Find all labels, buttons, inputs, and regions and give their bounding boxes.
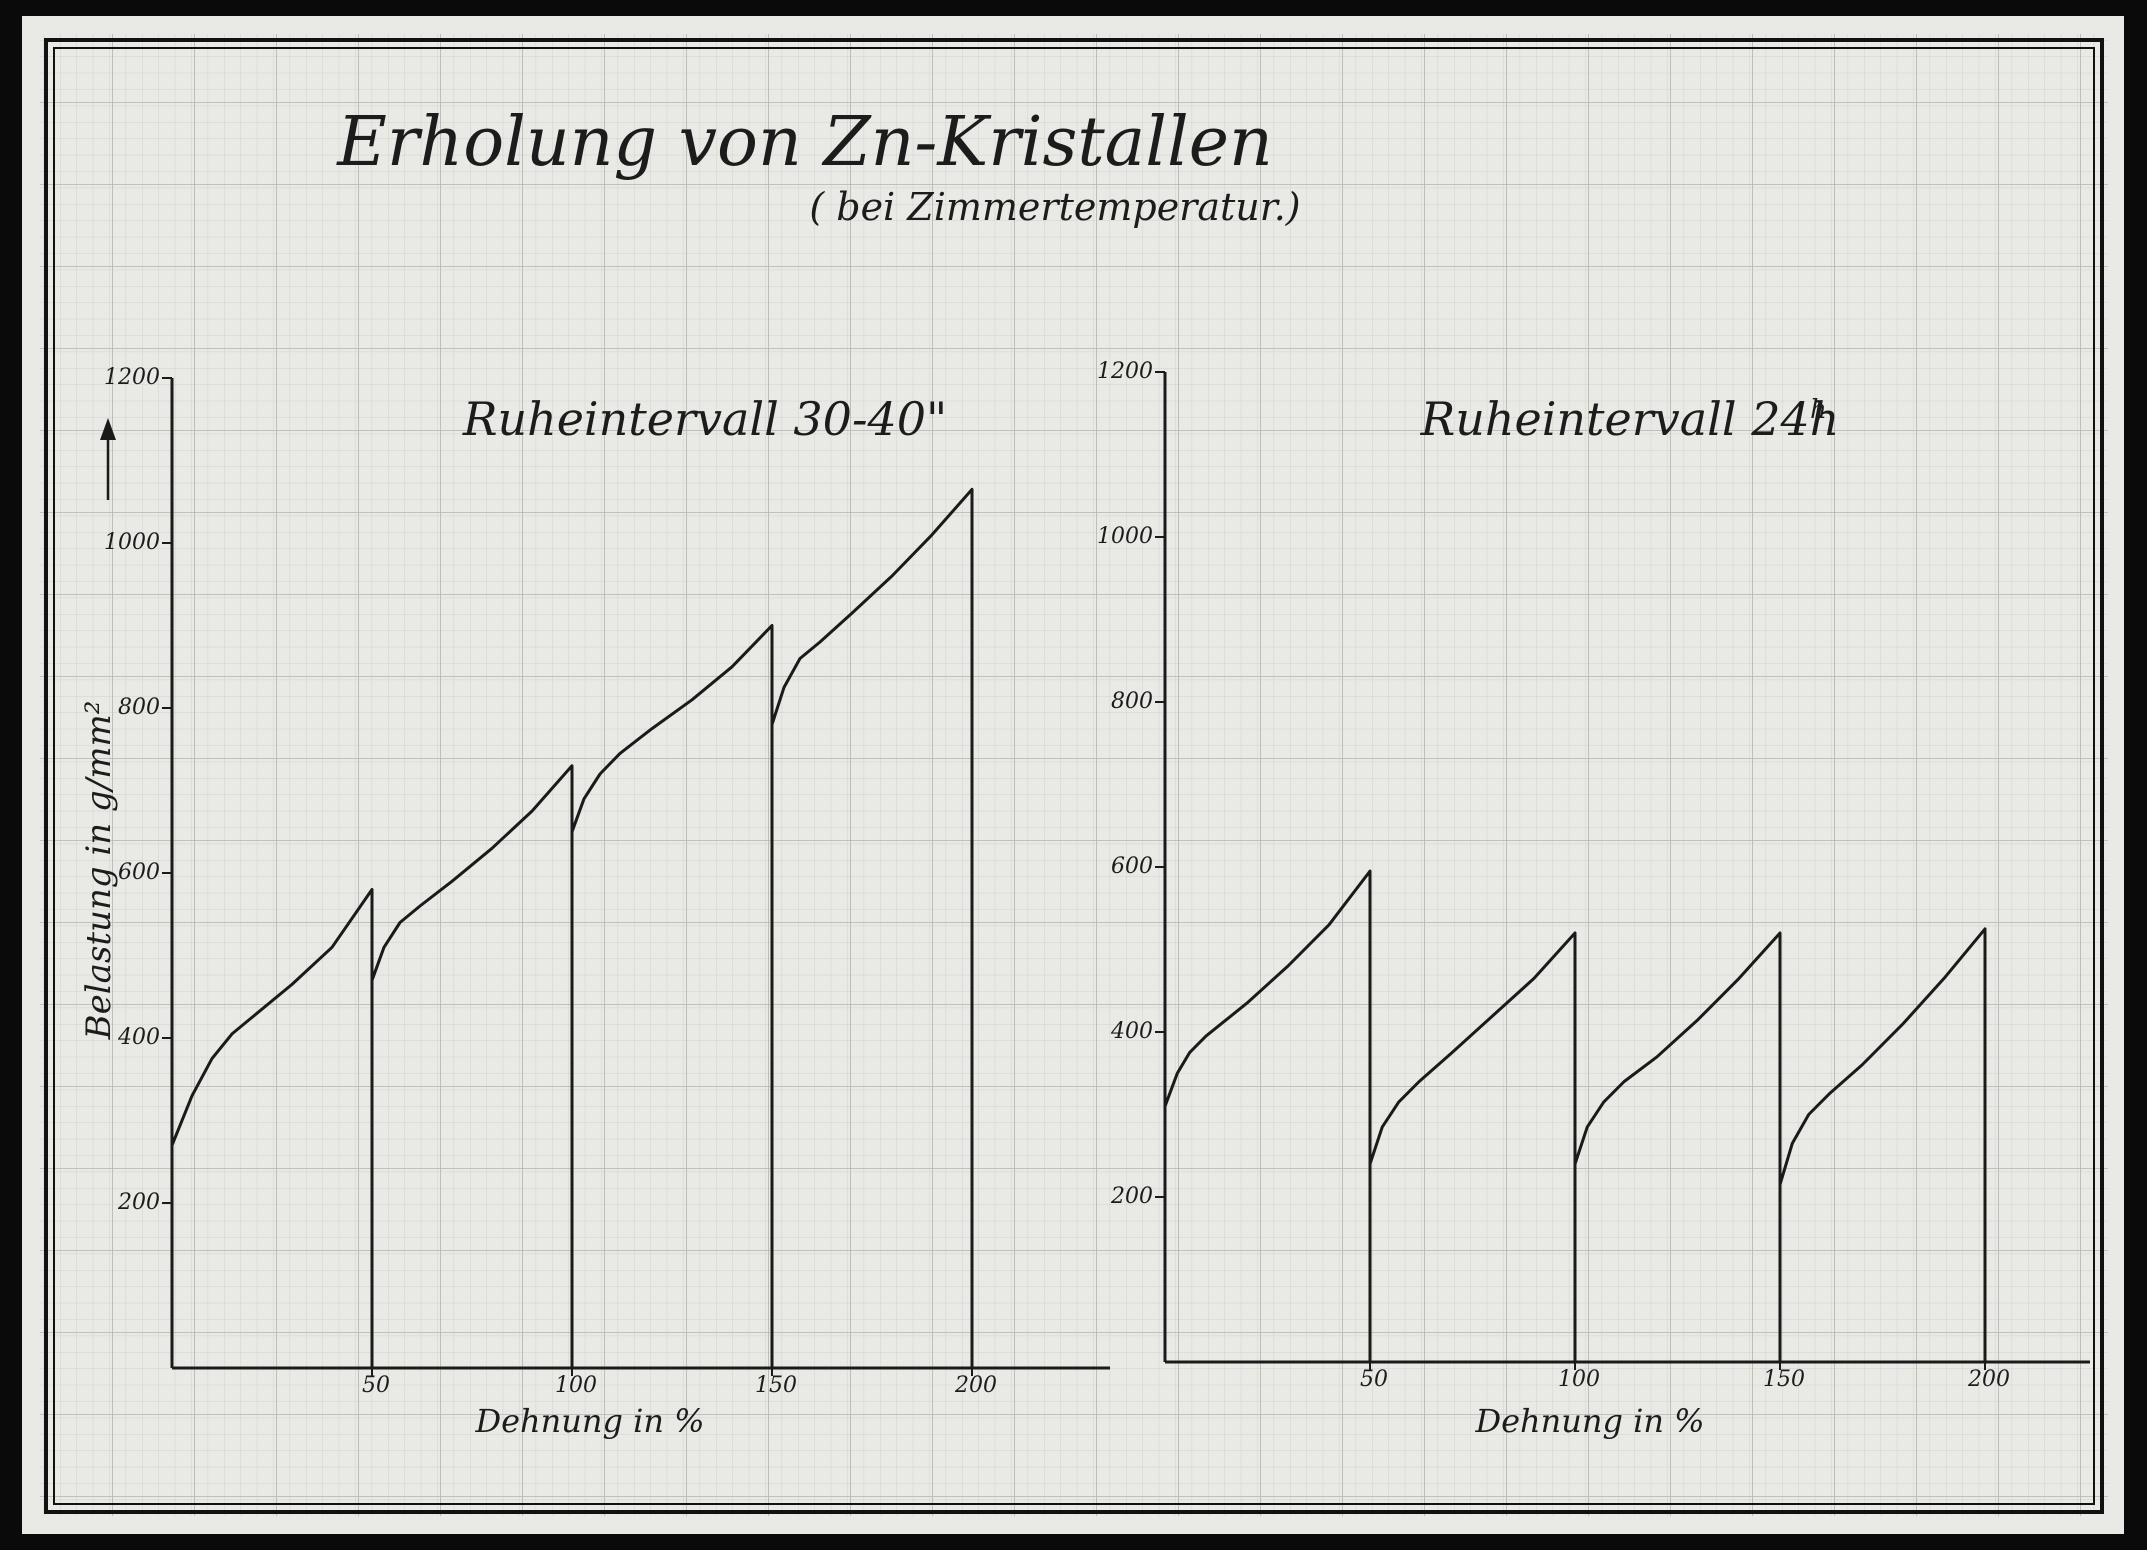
y-axis-arrow [100,418,116,500]
x-tick-label: 50 [1360,1367,1388,1392]
chart-right: Ruheintervall 24h Dehnung in % 200 400 600… [1097,359,2090,1440]
chart-right-series [1163,869,1987,1364]
chart-left-series [170,487,974,1370]
x-tick-label: 50 [362,1373,390,1398]
y-tick-label: 200 [1110,1184,1153,1209]
x-tick-label: 200 [954,1373,997,1398]
x-tick-label: 150 [755,1373,797,1398]
chart-left-ylabel: Belastung in g/mm² [79,701,119,1041]
x-tick-label: 100 [1558,1367,1600,1392]
chart-right-title-superscript: h [1810,395,1827,425]
chart-right-title: Ruheintervall 24h [1420,392,1840,446]
chart-right-ticks: 200 400 600 800 1000 1200 50 100 150 200 [1097,359,2010,1392]
y-tick-label: 400 [1110,1019,1153,1044]
chart-left: Ruheintervall 30-40" Belastung in g/mm² … [79,365,1110,1440]
chart-left-xlabel: Dehnung in % [474,1402,704,1440]
graph-paper-grid [40,34,2108,1516]
chart-left-ticks: 200 400 600 800 1000 1200 50 100 150 200 [104,365,997,1398]
y-tick-label: 800 [1111,689,1153,714]
x-tick-label: 150 [1763,1367,1805,1392]
series-line [170,487,974,1370]
x-tick-label: 100 [555,1373,597,1398]
y-tick-label: 1000 [1097,524,1153,549]
y-tick-label: 600 [1111,854,1153,879]
page-subtitle: ( bei Zimmertemperatur.) [809,185,1300,229]
y-tick-label: 1000 [104,530,160,555]
y-tick-label: 200 [117,1190,160,1215]
chart-left-title: Ruheintervall 30-40" [462,392,947,446]
y-tick-label: 400 [117,1025,160,1050]
page-title: Erholung von Zn-Kristallen [335,103,1273,182]
y-tick-label: 1200 [104,365,160,390]
outer-frame [44,38,2104,1514]
y-tick-label: 1200 [1097,359,1153,384]
y-tick-label: 800 [118,695,160,720]
series-line [1163,869,1987,1364]
chart-right-xlabel: Dehnung in % [1474,1402,1704,1440]
inner-frame [53,47,2095,1505]
y-tick-label: 600 [118,860,160,885]
x-tick-label: 200 [1967,1367,2010,1392]
